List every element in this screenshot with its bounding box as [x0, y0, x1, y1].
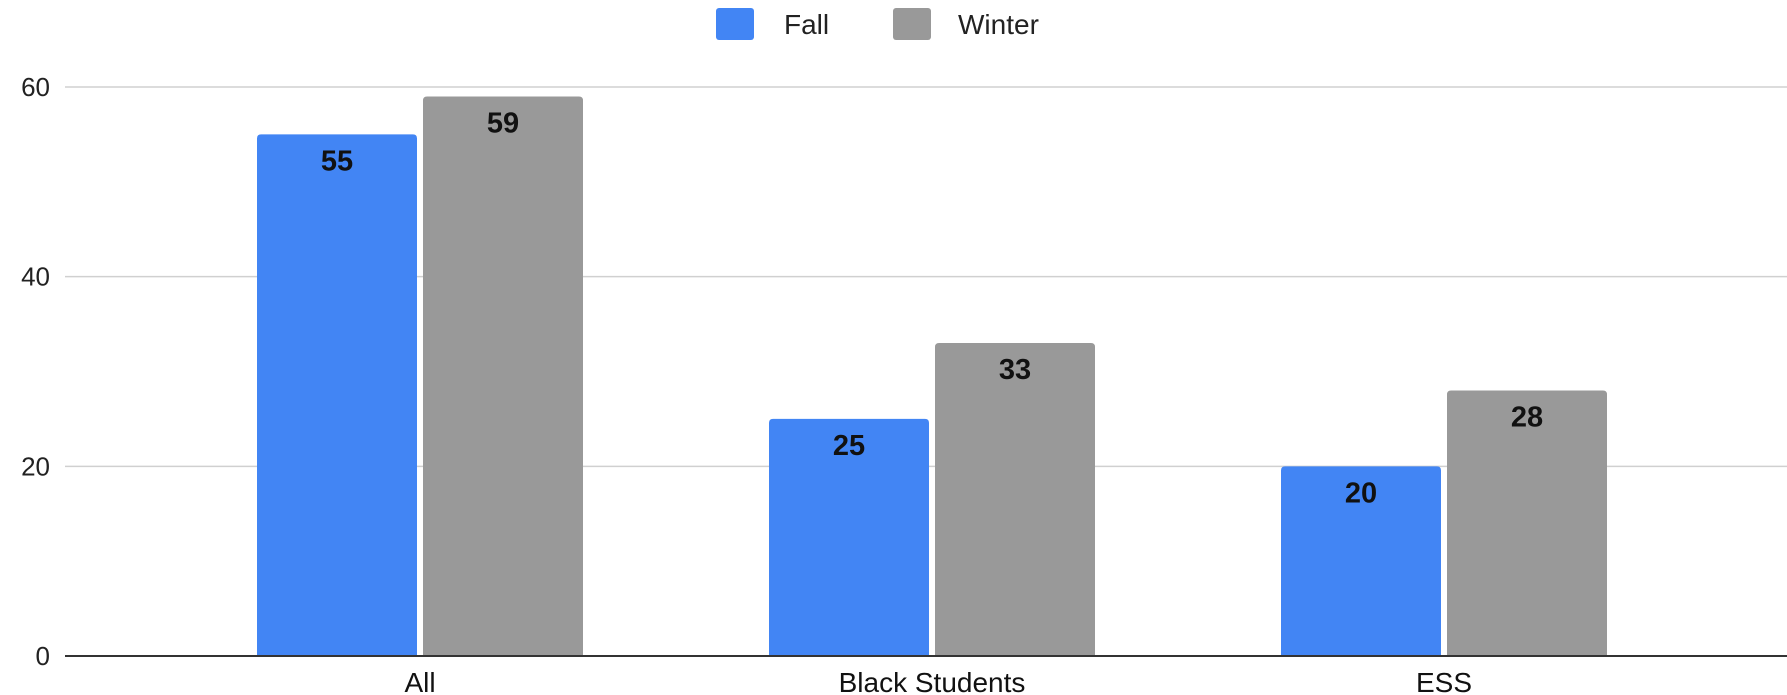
legend-swatch-fall: [716, 8, 754, 40]
y-axis-ticks: 0 20 40 60: [21, 72, 50, 671]
bars: 55 59 25 33 20 28: [257, 96, 1607, 656]
x-category-label: All: [404, 667, 435, 695]
legend-label-winter: Winter: [958, 9, 1039, 40]
x-axis-categories: All Black Students ESS: [404, 667, 1472, 695]
data-label: 28: [1511, 401, 1543, 433]
legend-swatch-winter: [893, 8, 931, 40]
bar-winter-black-students: [935, 343, 1095, 656]
x-category-label: Black Students: [839, 667, 1026, 695]
bar-fall-ess: [1281, 466, 1441, 656]
bar-fall-black-students: [769, 418, 929, 656]
x-category-label: ESS: [1416, 667, 1472, 695]
legend: Fall Winter: [716, 8, 1039, 40]
bar-winter-ess: [1447, 390, 1607, 656]
data-label: 59: [487, 107, 519, 139]
data-label: 25: [833, 430, 865, 462]
y-tick-label: 40: [21, 262, 50, 292]
y-tick-label: 60: [21, 72, 50, 102]
data-label: 55: [321, 145, 353, 177]
legend-label-fall: Fall: [784, 9, 829, 40]
y-tick-label: 0: [36, 641, 50, 671]
data-label: 20: [1345, 477, 1377, 509]
data-label: 33: [999, 354, 1031, 386]
bar-winter-all: [423, 96, 583, 656]
y-tick-label: 20: [21, 451, 50, 481]
bar-fall-all: [257, 134, 417, 656]
